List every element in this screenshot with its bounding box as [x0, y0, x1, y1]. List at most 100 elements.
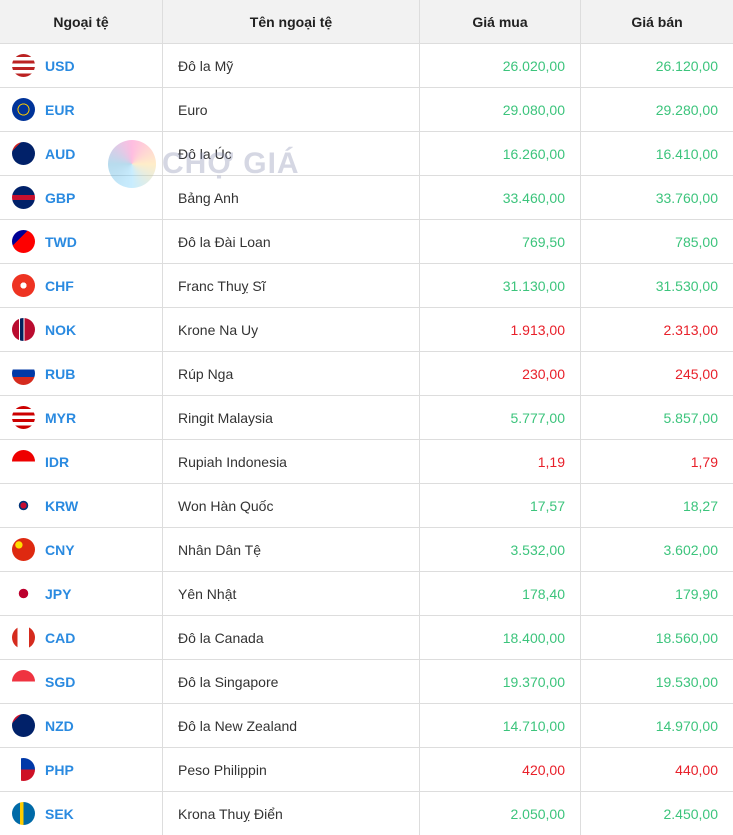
buy-price: 2.050,00: [420, 792, 581, 835]
sell-price: 179,90: [581, 572, 733, 616]
header-buy: Giá mua: [420, 0, 581, 44]
currency-code[interactable]: SEK: [45, 806, 74, 822]
table-row: PHP Peso Philippin 420,00 440,00: [0, 748, 733, 792]
flag-jpy-icon: [12, 582, 35, 605]
flag-twd-icon: [12, 230, 35, 253]
buy-price: 1.913,00: [420, 308, 581, 352]
currency-code[interactable]: CHF: [45, 278, 74, 294]
buy-price: 5.777,00: [420, 396, 581, 440]
sell-price: 33.760,00: [581, 176, 733, 220]
buy-price: 31.130,00: [420, 264, 581, 308]
currency-name: Đô la Úc: [163, 132, 420, 176]
table-row: RUB Rúp Nga 230,00 245,00: [0, 352, 733, 396]
currency-code[interactable]: IDR: [45, 454, 69, 470]
currency-name: Yên Nhật: [163, 572, 420, 616]
table-row: KRW Won Hàn Quốc 17,57 18,27: [0, 484, 733, 528]
buy-price: 33.460,00: [420, 176, 581, 220]
flag-nzd-icon: [12, 714, 35, 737]
flag-rub-icon: [12, 362, 35, 385]
buy-price: 26.020,00: [420, 44, 581, 88]
currency-name: Đô la Mỹ: [163, 44, 420, 88]
currency-name: Đô la Singapore: [163, 660, 420, 704]
buy-price: 18.400,00: [420, 616, 581, 660]
currency-name: Rupiah Indonesia: [163, 440, 420, 484]
buy-price: 3.532,00: [420, 528, 581, 572]
table-row: USD Đô la Mỹ 26.020,00 26.120,00: [0, 44, 733, 88]
sell-price: 31.530,00: [581, 264, 733, 308]
currency-code[interactable]: NZD: [45, 718, 74, 734]
table-row: JPY Yên Nhật 178,40 179,90: [0, 572, 733, 616]
currency-name: Ringit Malaysia: [163, 396, 420, 440]
sell-price: 785,00: [581, 220, 733, 264]
header-name: Tên ngoại tệ: [163, 0, 420, 44]
sell-price: 245,00: [581, 352, 733, 396]
buy-price: 19.370,00: [420, 660, 581, 704]
header-code: Ngoại tệ: [0, 0, 163, 44]
currency-name: Krona Thuỵ Điển: [163, 792, 420, 835]
table-row: EUR Euro 29.080,00 29.280,00: [0, 88, 733, 132]
currency-code[interactable]: KRW: [45, 498, 78, 514]
flag-myr-icon: [12, 406, 35, 429]
currency-code[interactable]: SGD: [45, 674, 75, 690]
currency-code[interactable]: USD: [45, 58, 75, 74]
currency-name: Bảng Anh: [163, 176, 420, 220]
currency-name: Peso Philippin: [163, 748, 420, 792]
flag-eur-icon: [12, 98, 35, 121]
sell-price: 26.120,00: [581, 44, 733, 88]
sell-price: 14.970,00: [581, 704, 733, 748]
table-row: SGD Đô la Singapore 19.370,00 19.530,00: [0, 660, 733, 704]
currency-name: Đô la Đài Loan: [163, 220, 420, 264]
buy-price: 14.710,00: [420, 704, 581, 748]
currency-name: Rúp Nga: [163, 352, 420, 396]
currency-code[interactable]: NOK: [45, 322, 76, 338]
sell-price: 19.530,00: [581, 660, 733, 704]
sell-price: 3.602,00: [581, 528, 733, 572]
sell-price: 2.313,00: [581, 308, 733, 352]
currency-code[interactable]: CAD: [45, 630, 75, 646]
currency-name: Đô la Canada: [163, 616, 420, 660]
currency-name: Nhân Dân Tệ: [163, 528, 420, 572]
buy-price: 17,57: [420, 484, 581, 528]
table-row: CAD Đô la Canada 18.400,00 18.560,00: [0, 616, 733, 660]
flag-cad-icon: [12, 626, 35, 649]
sell-price: 16.410,00: [581, 132, 733, 176]
table-row: GBP Bảng Anh 33.460,00 33.760,00: [0, 176, 733, 220]
sell-price: 2.450,00: [581, 792, 733, 835]
flag-idr-icon: [12, 450, 35, 473]
currency-code[interactable]: MYR: [45, 410, 76, 426]
currency-code[interactable]: PHP: [45, 762, 74, 778]
currency-name: Euro: [163, 88, 420, 132]
currency-name: Krone Na Uy: [163, 308, 420, 352]
table-row: CNY Nhân Dân Tệ 3.532,00 3.602,00: [0, 528, 733, 572]
currency-code[interactable]: TWD: [45, 234, 77, 250]
sell-price: 18.560,00: [581, 616, 733, 660]
flag-nok-icon: [12, 318, 35, 341]
header-sell: Giá bán: [581, 0, 733, 44]
flag-aud-icon: [12, 142, 35, 165]
table-row: TWD Đô la Đài Loan 769,50 785,00: [0, 220, 733, 264]
buy-price: 178,40: [420, 572, 581, 616]
buy-price: 230,00: [420, 352, 581, 396]
flag-php-icon: [12, 758, 35, 781]
sell-price: 440,00: [581, 748, 733, 792]
buy-price: 29.080,00: [420, 88, 581, 132]
table-row: AUD Đô la Úc 16.260,00 16.410,00: [0, 132, 733, 176]
currency-code[interactable]: EUR: [45, 102, 75, 118]
currency-name: Franc Thuỵ Sĩ: [163, 264, 420, 308]
currency-code[interactable]: CNY: [45, 542, 75, 558]
table-row: IDR Rupiah Indonesia 1,19 1,79: [0, 440, 733, 484]
currency-code[interactable]: GBP: [45, 190, 75, 206]
sell-price: 5.857,00: [581, 396, 733, 440]
currency-code[interactable]: RUB: [45, 366, 75, 382]
table-row: SEK Krona Thuỵ Điển 2.050,00 2.450,00: [0, 792, 733, 835]
currency-code[interactable]: AUD: [45, 146, 75, 162]
buy-price: 769,50: [420, 220, 581, 264]
currency-name: Won Hàn Quốc: [163, 484, 420, 528]
sell-price: 1,79: [581, 440, 733, 484]
flag-chf-icon: [12, 274, 35, 297]
table-header: Ngoại tệ Tên ngoại tệ Giá mua Giá bán: [0, 0, 733, 44]
table-row: MYR Ringit Malaysia 5.777,00 5.857,00: [0, 396, 733, 440]
flag-sgd-icon: [12, 670, 35, 693]
currency-code[interactable]: JPY: [45, 586, 71, 602]
